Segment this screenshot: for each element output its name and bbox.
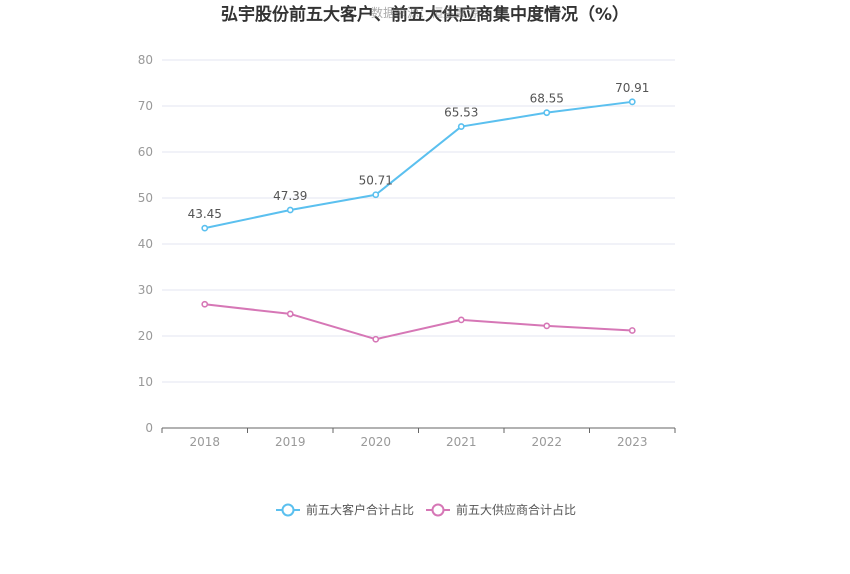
x-tick-label: 2018 [189, 435, 220, 449]
legend-item: 前五大供应商合计占比 [426, 502, 576, 517]
y-tick-label: 80 [138, 53, 153, 67]
legend: 前五大客户合计占比 前五大供应商合计占比 [276, 502, 576, 517]
data-label: 65.53 [444, 106, 478, 120]
grid [162, 59, 675, 383]
data-point [457, 123, 465, 130]
data-point [543, 109, 551, 117]
data-point [286, 206, 294, 214]
data-label: 70.91 [615, 81, 649, 95]
x-tick-label: 2022 [531, 435, 562, 449]
y-tick-label: 60 [138, 145, 153, 159]
y-tick-label: 70 [138, 99, 153, 113]
legend-marker [281, 503, 295, 517]
legend-item: 前五大客户合计占比 [276, 502, 414, 517]
series-line [204, 100, 633, 230]
x-tick-label: 2023 [617, 435, 648, 449]
y-tick-label: 50 [138, 191, 153, 205]
y-tick-label: 40 [138, 237, 153, 251]
legend-label: 前五大供应商合计占比 [456, 502, 576, 517]
y-tick-label: 30 [138, 283, 153, 297]
data-label: 43.45 [188, 207, 222, 221]
y-tick-label: 0 [145, 421, 153, 435]
x-tick-label: 2020 [360, 435, 391, 449]
data-point [201, 300, 209, 308]
data-labels: 43.45 47.39 50.71 65.53 68.55 70.91 [188, 81, 650, 221]
x-tick-label: 2019 [275, 435, 306, 449]
data-point [543, 322, 551, 330]
legend-marker [431, 503, 445, 517]
y-tick-label: 20 [138, 329, 153, 343]
legend-label: 前五大客户合计占比 [306, 502, 414, 517]
y-tick-label: 10 [138, 375, 153, 389]
data-point [201, 224, 209, 232]
chart-title: 弘宇股份前五大客户、前五大供应商集中度情况（%） [221, 4, 629, 25]
series [201, 98, 636, 343]
data-point [628, 327, 636, 334]
data-point [457, 316, 465, 324]
series-line [204, 303, 633, 341]
x-tick-label: 2021 [446, 435, 477, 449]
data-point [372, 335, 380, 343]
watermark: 数据来源：恒生聚源 [371, 5, 479, 20]
data-label: 68.55 [530, 92, 564, 106]
data-label: 50.71 [359, 174, 393, 188]
data-label: 47.39 [273, 189, 307, 203]
data-point [628, 98, 636, 106]
data-point [372, 191, 380, 199]
axes: 0 10 20 30 40 50 60 70 80 2018 2019 2020 2021 2022 202… [138, 53, 676, 449]
data-point [286, 310, 294, 318]
